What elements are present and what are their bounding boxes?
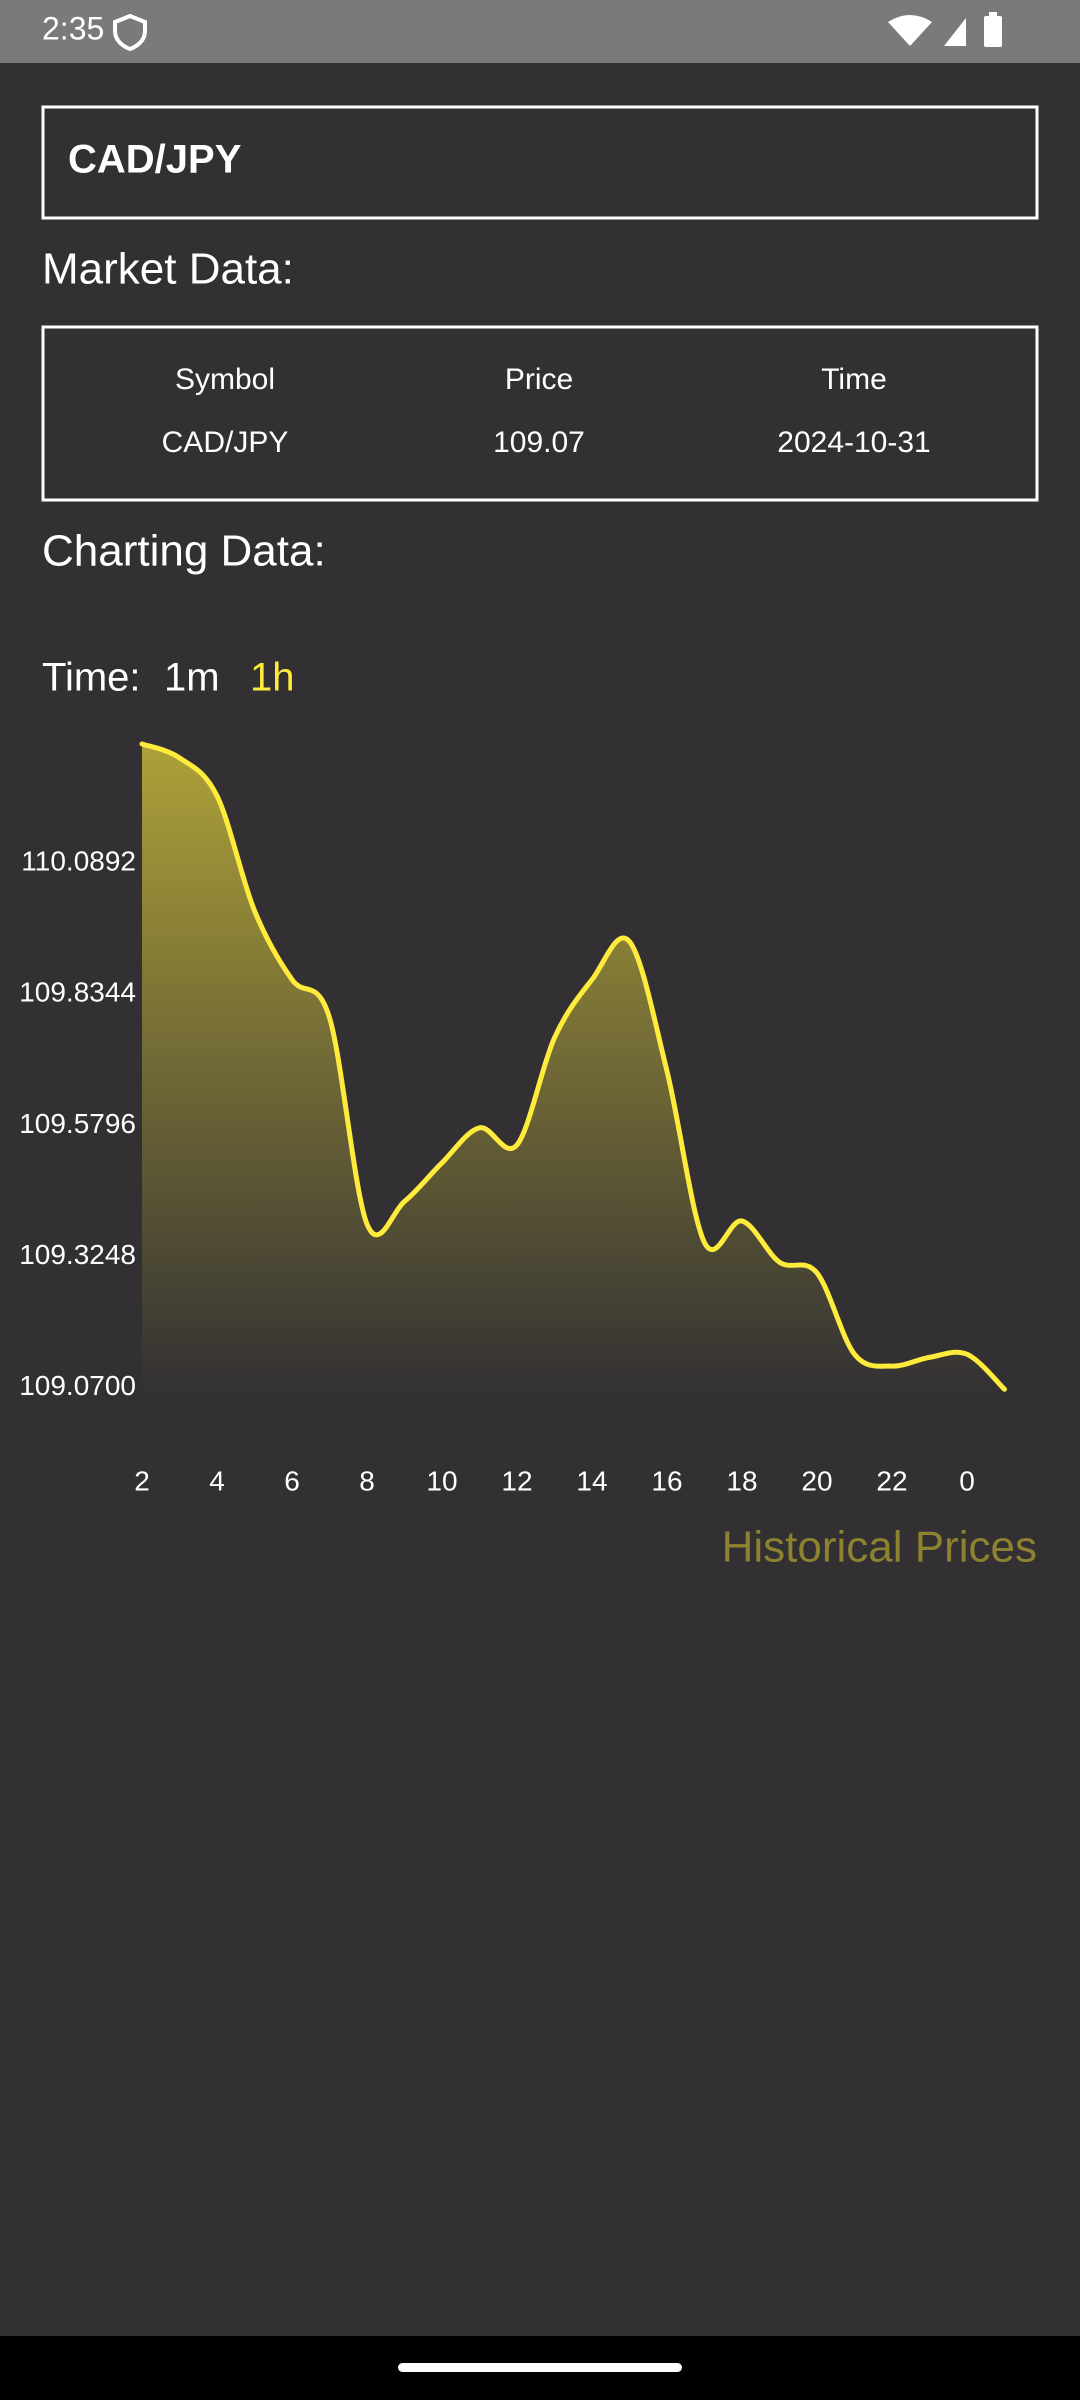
home-indicator[interactable] [398, 2363, 682, 2372]
x-tick-label: 16 [651, 1465, 682, 1496]
interval-button[interactable]: 1m [164, 656, 220, 700]
x-tick-label: 0 [959, 1465, 975, 1496]
y-tick-label: 109.8344 [19, 977, 136, 1008]
symbol-input-text[interactable]: CAD/JPY [68, 138, 242, 182]
cell: CAD/JPY [162, 426, 289, 459]
signal-icon [944, 18, 966, 46]
battery-icon [984, 16, 1002, 47]
market-data-heading: Market Data: [42, 245, 294, 294]
column-header: Symbol [175, 363, 275, 396]
x-tick-label: 6 [284, 1465, 300, 1496]
legend-label: Historical Prices [722, 1523, 1037, 1572]
area-fill [142, 743, 1005, 1398]
status-time: 2:35 [42, 10, 104, 46]
x-tick-label: 2 [134, 1465, 150, 1496]
y-tick-label: 109.0700 [19, 1370, 136, 1401]
x-tick-label: 22 [876, 1465, 907, 1496]
y-tick-label: 109.5796 [19, 1108, 136, 1139]
shield-icon [113, 13, 147, 52]
price-line [139, 741, 1007, 1392]
y-tick-label: 110.0892 [21, 846, 136, 877]
column-header: Price [505, 363, 573, 396]
column-header: Time [821, 363, 887, 396]
wifi-icon [888, 15, 932, 46]
charting-heading: Charting Data: [42, 527, 326, 576]
x-tick-label: 14 [576, 1465, 607, 1496]
x-tick-label: 10 [426, 1465, 457, 1496]
y-tick-label: 109.3248 [19, 1239, 136, 1270]
time-label: Time: [42, 656, 141, 700]
interval-button[interactable]: 1h [250, 656, 295, 700]
cell: 109.07 [493, 426, 585, 459]
x-tick-label: 18 [726, 1465, 757, 1496]
x-tick-label: 8 [359, 1465, 375, 1496]
symbol-input[interactable] [41, 105, 1039, 220]
market-table [41, 325, 1039, 502]
x-tick-label: 20 [801, 1465, 832, 1496]
battery-tip [989, 12, 997, 17]
x-tick-label: 12 [501, 1465, 532, 1496]
cell: 2024-10-31 [777, 426, 930, 459]
chart: 109.0700 109.3248 109.5796 109.8344 110.0892… [19, 741, 1037, 1572]
x-tick-label: 4 [209, 1465, 225, 1496]
